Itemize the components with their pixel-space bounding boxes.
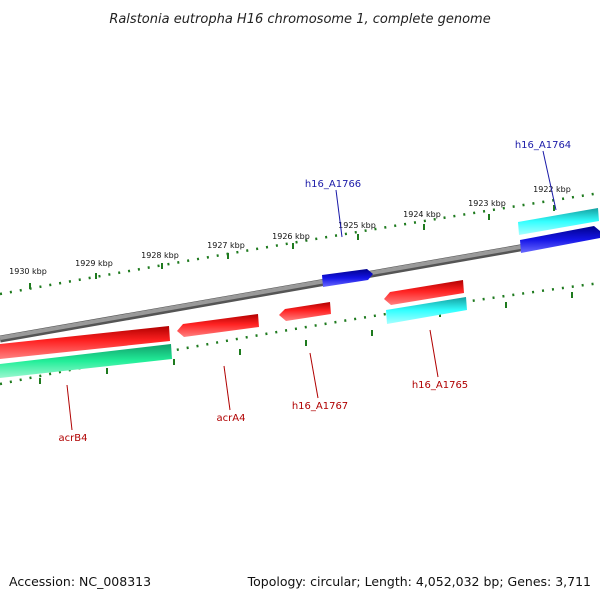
gene-label-h16-a1767: h16_A1767 — [292, 401, 348, 412]
scale-label: 1929 kbp — [75, 259, 113, 268]
map-title: Ralstonia eutropha H16 chromosome 1, com… — [109, 12, 490, 27]
gene-label-acrb4: acrB4 — [59, 433, 88, 444]
inner-tick-track — [0, 281, 600, 386]
genome-backbone — [0, 231, 600, 340]
scale-label: 1927 kbp — [207, 241, 245, 250]
reverse-strand — [0, 280, 467, 378]
scale-label: 1922 kbp — [533, 185, 571, 194]
gene-h16-a1766[interactable] — [322, 269, 373, 287]
scale-labels: 1930 kbp 1929 kbp 1928 kbp 1927 kbp 1926… — [9, 185, 571, 276]
gene-red-reverse[interactable] — [384, 280, 464, 305]
gene-acra4[interactable] — [177, 314, 259, 337]
label-leaders — [66, 150, 557, 431]
gene-acrb4[interactable] — [0, 326, 170, 359]
gene-teal[interactable] — [0, 344, 172, 378]
outer-tick-track — [0, 191, 600, 296]
gene-h16-a1765[interactable] — [386, 297, 467, 324]
gene-labels: h16_A1764 h16_A1766 h16_A1765 h16_A1767 … — [59, 140, 572, 444]
gene-h16-a1767[interactable] — [279, 302, 331, 321]
gene-label-h16-a1764: h16_A1764 — [515, 140, 571, 151]
scale-label: 1926 kbp — [272, 232, 310, 241]
scale-label: 1930 kbp — [9, 267, 47, 276]
scale-label: 1923 kbp — [468, 199, 506, 208]
gene-label-h16-a1765: h16_A1765 — [412, 380, 468, 391]
gene-h16-a1764[interactable] — [518, 208, 599, 235]
scale-label: 1924 kbp — [403, 210, 441, 219]
gene-blue-edge[interactable] — [520, 226, 600, 253]
scale-label: 1925 kbp — [338, 221, 376, 230]
accession-text: Accession: NC_008313 — [9, 574, 151, 589]
forward-strand — [322, 208, 600, 287]
scale-label: 1928 kbp — [141, 251, 179, 260]
genome-summary-text: Topology: circular; Length: 4,052,032 bp… — [247, 574, 591, 589]
gene-label-acra4: acrA4 — [217, 413, 246, 424]
gene-label-h16-a1766: h16_A1766 — [305, 179, 361, 190]
outer-major-ticks — [29, 205, 555, 289]
